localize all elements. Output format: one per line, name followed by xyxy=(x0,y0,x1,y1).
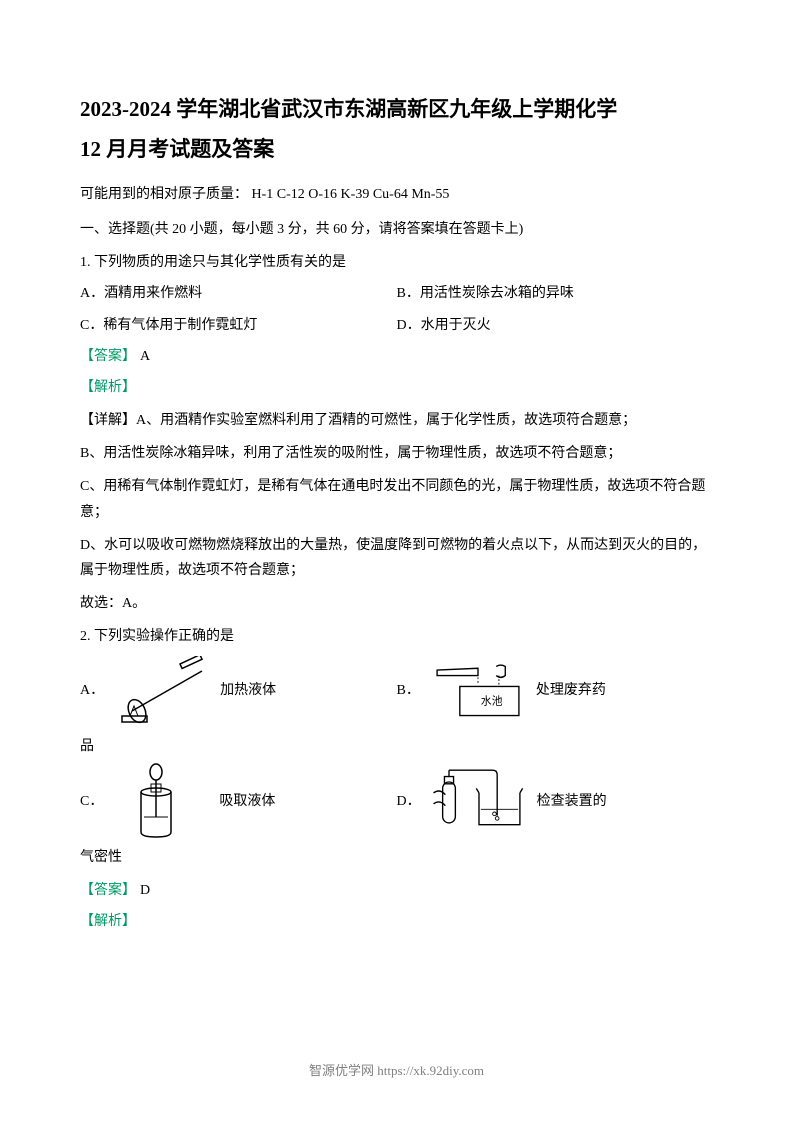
q1-conclusion: 故选：A。 xyxy=(80,591,713,616)
q2-optA-label: 加热液体 xyxy=(220,678,276,703)
q1-option-a: A．酒精用来作燃料 xyxy=(80,281,397,306)
q2-options-row-1: A． 加热液体 B． 水池 处理废弃药 xyxy=(80,656,713,726)
water-pool-label: 水池 xyxy=(481,694,503,707)
q2-optC-label: 吸取液体 xyxy=(219,789,275,814)
q2-optB-prefix: B． xyxy=(397,678,420,703)
q2-optB-label: 处理废弃药 xyxy=(536,678,606,703)
q2-optA-prefix: A． xyxy=(80,678,104,703)
q1-option-c: C．稀有气体用于制作霓虹灯 xyxy=(80,313,397,338)
q1-analysis-label: 【解析】 xyxy=(80,375,713,400)
q2-optD-prefix: D． xyxy=(397,789,421,814)
q2-optD-hang: 气密性 xyxy=(80,845,713,870)
q2-option-c: C． 吸取液体 xyxy=(80,767,397,837)
airtightness-check-diagram xyxy=(429,767,529,837)
q2-options-row-2: C． 吸取液体 D． xyxy=(80,767,713,837)
page-footer: 智源优学网 https://xk.92diy.com xyxy=(0,1059,793,1082)
q2-stem: 2. 下列实验操作正确的是 xyxy=(80,624,713,649)
q1-stem: 1. 下列物质的用途只与其化学性质有关的是 xyxy=(80,250,713,275)
q2-answer-value: D xyxy=(140,883,150,898)
q1-detail-b: B、用活性炭除冰箱异味，利用了活性炭的吸附性，属于物理性质，故选项不符合题意； xyxy=(80,441,713,466)
section-1-header: 一、选择题(共 20 小题，每小题 3 分，共 60 分，请将答案填在答题卡上) xyxy=(80,217,713,242)
q1-options-row-1: A．酒精用来作燃料 B．用活性炭除去冰箱的异味 xyxy=(80,281,713,306)
q1-detail-a: 【详解】A、用酒精作实验室燃料利用了酒精的可燃性，属于化学性质，故选项符合题意； xyxy=(80,408,713,433)
q1-options-row-2: C．稀有气体用于制作霓虹灯 D．水用于灭火 xyxy=(80,313,713,338)
q2-optD-label: 检查装置的 xyxy=(537,789,607,814)
q1-answer-value: A xyxy=(140,349,150,364)
q2-option-a: A． 加热液体 xyxy=(80,656,397,726)
q2-option-b: B． 水池 处理废弃药 xyxy=(397,656,714,726)
pipette-liquid-diagram xyxy=(111,767,211,837)
q2-option-d: D． 检查装置的 xyxy=(397,767,714,837)
q2-answer: 【答案】 D xyxy=(80,878,713,903)
q2-answer-label-text: 【答案】 xyxy=(80,883,136,898)
q2-analysis-label: 【解析】 xyxy=(80,909,713,934)
q1-answer: 【答案】 A xyxy=(80,344,713,369)
q1-detail-d: D、水可以吸收可燃物燃烧释放出的大量热，使温度降到可燃物的着火点以下，从而达到灭… xyxy=(80,533,713,583)
q2-optC-prefix: C． xyxy=(80,789,103,814)
answer-label-text: 【答案】 xyxy=(80,349,136,364)
q1-detail-c: C、用稀有气体制作霓虹灯，是稀有气体在通电时发出不同颜色的光，属于物理性质，故选… xyxy=(80,474,713,524)
q2-optB-hang: 品 xyxy=(80,734,713,759)
q1-option-d: D．水用于灭火 xyxy=(397,313,714,338)
q1-option-b: B．用活性炭除去冰箱的异味 xyxy=(397,281,714,306)
title-line-2: 12 月月考试题及答案 xyxy=(80,137,274,161)
title-line-1: 2023-2024 学年湖北省武汉市东湖高新区九年级上学期化学 xyxy=(80,97,617,121)
atomic-mass-info: 可能用到的相对原子质量： H-1 C-12 O-16 K-39 Cu-64 Mn… xyxy=(80,182,713,207)
heating-liquid-diagram xyxy=(112,656,212,726)
exam-title: 2023-2024 学年湖北省武汉市东湖高新区九年级上学期化学 12 月月考试题… xyxy=(80,90,713,170)
waste-disposal-diagram: 水池 xyxy=(428,656,528,726)
